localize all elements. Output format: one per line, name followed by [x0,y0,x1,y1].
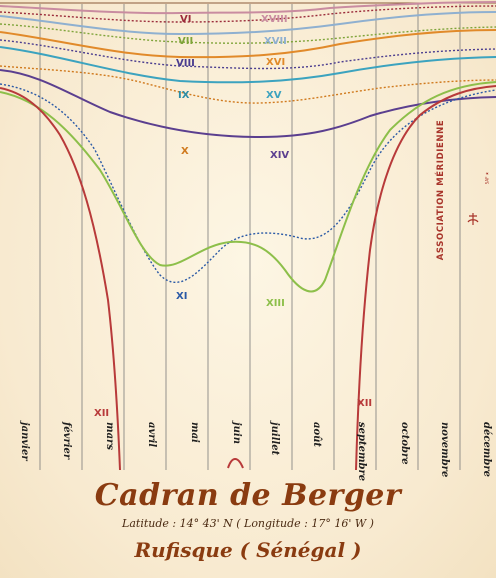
curve-VI [0,5,496,23]
hour-label-XVIII: XVIII [261,14,288,25]
hour-label-XI: XI [176,291,187,302]
curve-XIV [0,69,496,139]
month-lines [39,4,461,470]
hour-label-VII: VII [178,36,193,47]
month-label: juillet [269,420,280,456]
sundial-logo-icon [467,213,479,225]
month-labels: janvier février mars avril mai juin juillet aoû… [19,420,492,481]
hour-label-XIV: XIV [270,150,289,161]
hour-label-VI: VI [180,14,191,25]
curve-XVI [0,29,496,59]
month-label: décembre [481,422,492,477]
curve-XII-june [227,458,244,469]
month-label: mai [189,422,200,443]
brand-text: ASSOCIATION MÉRIDIENNE [436,119,446,261]
month-label: novembre [439,422,450,477]
coordinates-text: Latitude : 14° 43' N ( Longitude : 17° 1… [122,517,374,530]
curve-XVIII [0,1,496,15]
curve-VIII [0,39,496,70]
month-label: janvier [19,420,30,461]
hour-label-XII-right: XII [357,398,372,409]
hour-label-IX: IX [178,90,190,101]
curve-XII-right [355,85,496,471]
brand-small-text: SAF ★ [484,171,490,185]
curve-XII [0,87,121,471]
month-label: février [61,421,72,460]
curve-XV [0,46,496,84]
place-name: Rufisque ( Sénégal ) [134,538,362,562]
hour-label-XVII: XVII [264,36,287,47]
month-label: mars [104,422,115,450]
month-label: juin [231,420,242,444]
hour-label-XVI: XVI [266,57,285,68]
hour-label-XIII: XIII [266,298,285,309]
curve-XVII [0,11,496,36]
month-label: octobre [399,422,410,465]
hour-label-VIII: VIII [176,58,195,69]
month-label: septembre [356,422,367,481]
month-label: août [311,422,322,447]
hour-label-X: X [181,146,189,157]
month-label: avril [146,422,157,447]
curve-XIII [0,81,496,293]
hour-label-XII-left: XII [94,408,109,419]
page-title: Cadran de Berger [94,478,402,513]
curve-IX [0,65,496,104]
hour-label-XV: XV [266,90,282,101]
